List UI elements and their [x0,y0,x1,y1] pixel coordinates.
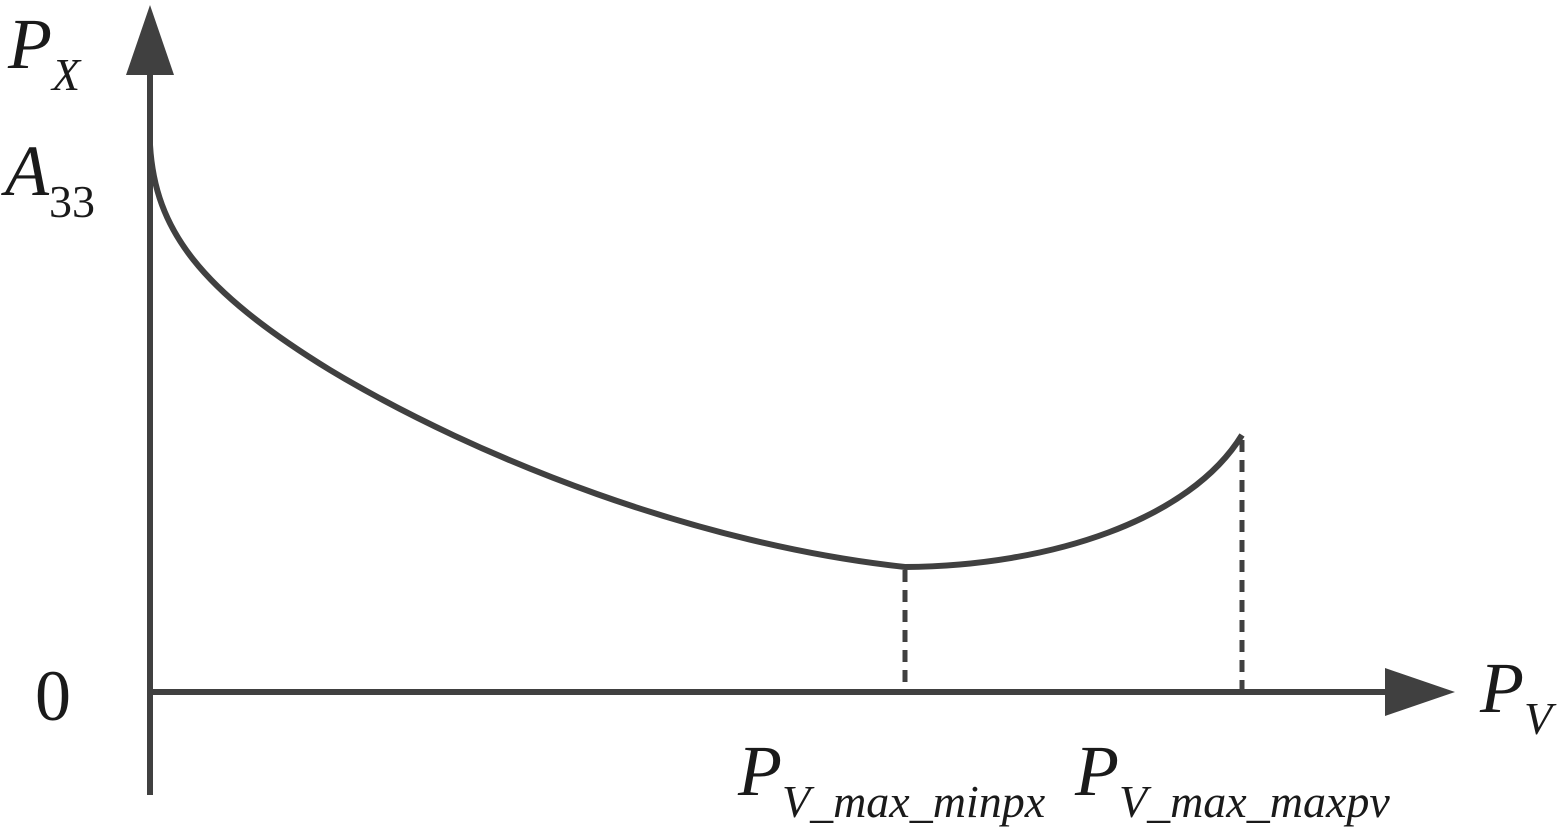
x-mark-label: PV_max_maxpv [1074,731,1390,827]
label-sub: V [1524,693,1557,744]
y-arrow [126,5,174,75]
x-mark-label: PV_max_minpx [737,731,1046,827]
label-main: P [1074,731,1119,811]
label-sub: V_max_maxpv [1119,776,1390,827]
label-main: P [7,4,52,84]
x-arrow [1385,668,1455,716]
label-sub: V_max_minpx [782,776,1046,827]
label-sub: X [50,49,82,100]
y-mark-label: A33 [1,131,95,227]
label-main: P [737,731,782,811]
label-main: A [1,131,50,211]
label-sub: 33 [49,176,95,227]
curve [147,144,1245,571]
origin-label: 0 [35,656,71,736]
x-axis-label: PV [1479,648,1557,744]
y-axis-label: PX [7,4,82,100]
label-main: P [1479,648,1524,728]
